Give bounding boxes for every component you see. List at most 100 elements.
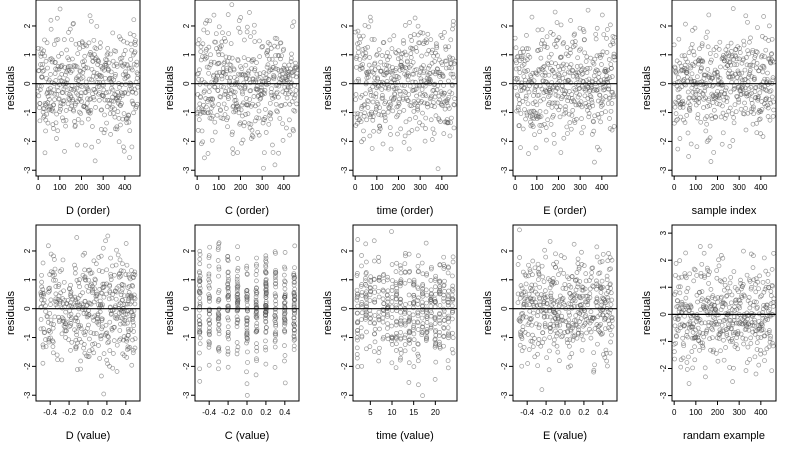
data-point xyxy=(558,318,564,323)
data-point xyxy=(292,336,298,342)
scatter-points xyxy=(35,6,141,164)
data-point xyxy=(122,317,128,323)
data-point xyxy=(366,69,372,75)
y-tick-label: -3 xyxy=(182,166,191,174)
data-point xyxy=(257,54,262,59)
data-point xyxy=(71,108,77,114)
data-point xyxy=(707,243,713,249)
data-point xyxy=(264,64,270,70)
data-point xyxy=(437,330,442,335)
data-point xyxy=(389,299,395,305)
data-point xyxy=(225,315,231,321)
data-point xyxy=(263,270,269,276)
data-point xyxy=(85,288,91,294)
data-point xyxy=(520,315,525,321)
data-point xyxy=(445,264,451,270)
data-point xyxy=(537,302,543,308)
data-point xyxy=(743,127,749,133)
data-point xyxy=(51,102,57,108)
data-point xyxy=(448,120,453,125)
data-point xyxy=(518,333,524,338)
data-point xyxy=(704,265,710,271)
x-tick-label: 10 xyxy=(388,408,397,417)
data-point xyxy=(432,59,437,64)
data-point xyxy=(759,53,765,59)
data-point xyxy=(197,270,202,276)
data-point xyxy=(280,121,285,127)
data-point xyxy=(253,272,259,277)
data-point xyxy=(755,304,760,310)
data-point xyxy=(441,298,447,304)
data-point xyxy=(753,49,759,54)
data-point xyxy=(263,330,269,335)
data-point xyxy=(133,90,139,96)
data-point xyxy=(367,298,373,303)
data-point xyxy=(388,146,394,152)
data-point xyxy=(234,284,240,289)
data-point xyxy=(361,136,367,142)
data-point xyxy=(699,41,705,47)
data-point xyxy=(360,62,365,67)
data-point xyxy=(206,271,212,277)
data-point xyxy=(365,105,371,110)
data-point xyxy=(254,341,259,346)
data-point xyxy=(548,296,554,301)
data-point xyxy=(517,296,523,301)
data-point xyxy=(588,94,594,100)
data-point xyxy=(706,12,712,18)
data-point xyxy=(446,65,452,71)
data-point xyxy=(39,284,45,290)
data-point xyxy=(359,302,364,307)
data-point xyxy=(673,289,679,295)
data-point xyxy=(254,348,260,354)
data-point xyxy=(131,33,137,38)
data-point xyxy=(578,99,584,105)
data-point xyxy=(702,88,708,94)
data-point xyxy=(359,310,365,316)
data-point xyxy=(608,62,614,67)
data-point xyxy=(538,41,544,47)
data-point xyxy=(737,298,743,303)
data-point xyxy=(406,73,411,79)
data-point xyxy=(521,304,527,310)
data-point xyxy=(393,331,399,336)
data-point xyxy=(574,116,579,122)
data-point xyxy=(608,22,613,28)
data-point xyxy=(767,328,772,333)
data-point xyxy=(423,37,429,43)
data-point xyxy=(58,290,64,296)
data-point xyxy=(680,355,686,361)
data-point xyxy=(56,53,61,59)
data-point xyxy=(385,274,390,280)
data-point xyxy=(215,247,221,252)
data-point xyxy=(197,335,203,341)
data-point xyxy=(582,320,588,326)
data-point xyxy=(718,80,724,85)
data-point xyxy=(675,146,681,152)
data-point xyxy=(103,291,109,297)
data-point xyxy=(367,55,372,60)
data-point xyxy=(86,88,91,93)
data-point xyxy=(77,284,82,290)
data-point xyxy=(591,369,597,375)
data-point xyxy=(132,42,138,48)
data-point xyxy=(429,137,435,142)
data-point xyxy=(445,316,451,321)
x-tick-label: 200 xyxy=(234,183,248,192)
data-point xyxy=(234,314,240,320)
data-point xyxy=(428,299,434,304)
data-point xyxy=(757,90,763,96)
data-point xyxy=(437,278,443,284)
data-point xyxy=(570,108,576,113)
data-point xyxy=(427,63,432,69)
data-point xyxy=(526,291,532,297)
data-point xyxy=(425,31,431,37)
data-point xyxy=(569,92,575,97)
data-point xyxy=(673,261,679,266)
data-point xyxy=(765,114,771,119)
data-point xyxy=(402,49,408,55)
data-point xyxy=(570,333,576,339)
data-point xyxy=(548,122,554,127)
data-point xyxy=(413,115,418,120)
